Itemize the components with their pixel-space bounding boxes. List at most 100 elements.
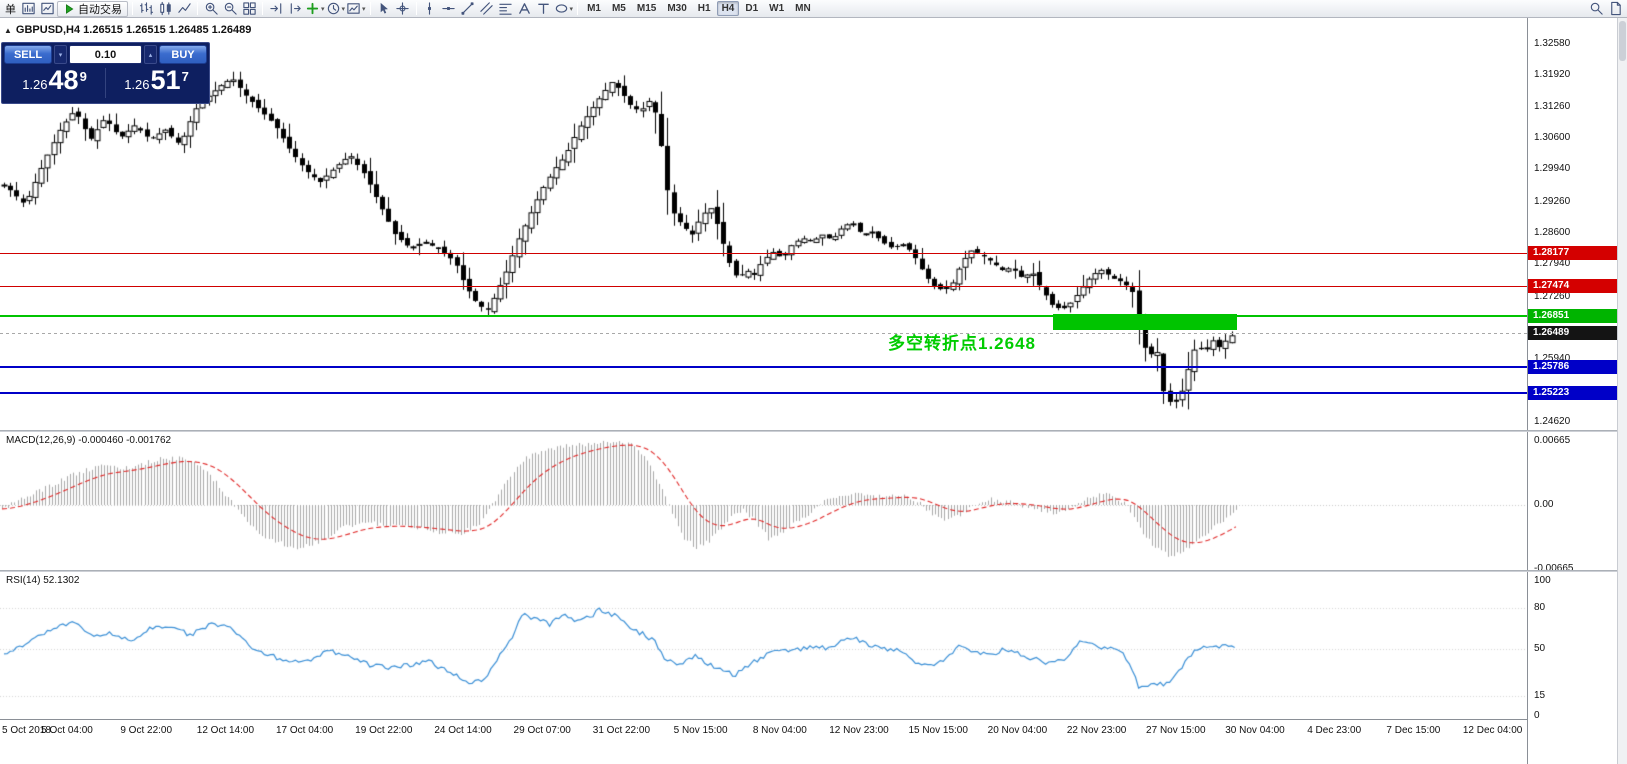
pivot-line-green[interactable]: [0, 315, 1527, 318]
price-axis[interactable]: 1.28177 1.27474 1.26851 1.26489 1.25786 1.252…: [1527, 18, 1617, 764]
time-label: 9 Oct 22:00: [120, 725, 173, 736]
price-label-1.25786: 1.25786: [1528, 359, 1617, 374]
time-label: 12 Oct 14:00: [196, 725, 255, 736]
time-label: 8 Nov 04:00: [752, 725, 807, 736]
scrollbar-thumb[interactable]: [1619, 21, 1626, 61]
volume-increase-button[interactable]: ▴: [144, 45, 157, 64]
price-tick: 1.30600: [1534, 132, 1571, 144]
macd-axis-tick: 0.00: [1534, 499, 1554, 510]
time-label: 17 Oct 04:00: [275, 725, 334, 736]
periods-menu-icon[interactable]: ▾: [326, 1, 345, 17]
rsi-indicator-label: RSI(14) 52.1302: [6, 575, 80, 586]
toolbar-separator: [197, 2, 198, 15]
time-label: 5 Nov 15:00: [673, 725, 728, 736]
price-tick: 1.32580: [1534, 38, 1571, 49]
clipped-left-text: 单: [5, 3, 16, 16]
toolbar-separator: [369, 2, 371, 15]
price-label-1.26489: 1.26489: [1528, 326, 1617, 341]
time-label: 20 Nov 04:00: [987, 725, 1048, 736]
timeframe-mn-button[interactable]: MN: [795, 3, 811, 14]
timeframe-h4-button[interactable]: H4: [716, 1, 740, 16]
rsi-panel-canvas[interactable]: [0, 572, 1527, 718]
toolbar-separator: [415, 2, 417, 15]
rsi-panel-divider[interactable]: [0, 570, 1627, 572]
new-order-icon[interactable]: [19, 1, 37, 17]
support-line-upper[interactable]: [0, 365, 1527, 368]
chart-shift-icon[interactable]: [286, 1, 304, 17]
fibonacci-tool-icon[interactable]: [497, 1, 515, 17]
collapse-panel-icon[interactable]: ▲: [4, 25, 12, 35]
horizontal-line-tool-icon[interactable]: [440, 1, 458, 17]
chart-ohlc-readout: GBPUSD,H4 1.26515 1.26515 1.26485 1.2648…: [15, 24, 252, 36]
vertical-line-tool-icon[interactable]: [421, 1, 439, 17]
time-axis[interactable]: 5 Oct 2018 5 Oct 04:00 9 Oct 22:00 12 Oct 1…: [0, 719, 1527, 764]
chart-title: ▲ GBPUSD,H4 1.26515 1.26515 1.26485 1.26…: [4, 24, 251, 36]
time-label: 5 Oct 2018: [2, 725, 51, 736]
support-line-lower[interactable]: [0, 392, 1527, 395]
macd-panel-divider[interactable]: [0, 430, 1627, 432]
buy-price[interactable]: 1.26 51 7: [124, 65, 189, 96]
time-label: 5 Oct 04:00: [41, 725, 93, 736]
toolbar-separator: [262, 2, 263, 15]
timeframe-m5-button[interactable]: M5: [611, 3, 626, 14]
auto-scroll-icon[interactable]: [267, 1, 285, 17]
new-window-icon[interactable]: [1606, 1, 1624, 17]
rsi-axis-tick: 0: [1534, 710, 1540, 721]
line-chart-mode-icon[interactable]: [175, 1, 193, 17]
indicators-menu-icon[interactable]: ▾: [305, 1, 325, 17]
price-divider: [105, 67, 106, 98]
search-icon[interactable]: [1587, 1, 1605, 17]
timeframe-m15-button[interactable]: M15: [636, 3, 657, 14]
time-label: 22 Nov 23:00: [1066, 725, 1127, 736]
channel-tool-icon[interactable]: [478, 1, 496, 17]
crosshair-tool-icon[interactable]: [394, 1, 412, 17]
vertical-scrollbar[interactable]: [1617, 18, 1627, 764]
text-tool-icon[interactable]: [516, 1, 534, 17]
timeframe-w1-button[interactable]: W1: [769, 3, 785, 14]
time-label: 7 Dec 15:00: [1386, 725, 1441, 736]
time-label: 24 Oct 14:00: [434, 725, 492, 736]
macd-panel-canvas[interactable]: [0, 432, 1527, 570]
candlestick-chart-canvas[interactable]: [0, 18, 1527, 430]
sell-button[interactable]: SELL: [4, 45, 52, 64]
time-label: 12 Dec 04:00: [1462, 725, 1523, 736]
time-label: 30 Nov 04:00: [1225, 725, 1285, 736]
bid-price-line[interactable]: [0, 332, 1527, 334]
volume-input[interactable]: [69, 45, 142, 64]
price-tick: 1.29940: [1534, 163, 1571, 175]
candlestick-mode-icon[interactable]: [156, 1, 174, 17]
annotation-text[interactable]: 多空转折点1.2648: [888, 334, 1036, 353]
zoom-in-icon[interactable]: [202, 1, 220, 17]
shapes-tool-icon[interactable]: ▾: [554, 1, 573, 17]
bar-chart-mode-icon[interactable]: [137, 1, 155, 17]
templates-menu-icon[interactable]: ▾: [346, 1, 366, 17]
sell-price[interactable]: 1.26 48 9: [22, 65, 87, 96]
trendline-tool-icon[interactable]: [459, 1, 477, 17]
highlight-rectangle[interactable]: [1053, 313, 1237, 330]
timeframe-d1-button[interactable]: D1: [745, 3, 759, 14]
time-label: 19 Oct 22:00: [355, 725, 413, 736]
timeframe-m30-button[interactable]: M30: [667, 3, 687, 14]
autotrading-button[interactable]: 自动交易: [57, 0, 128, 17]
timeframe-h1-button[interactable]: H1: [697, 3, 711, 14]
timeframe-m1-button[interactable]: M1: [587, 3, 601, 14]
resistance-line-lower[interactable]: [0, 285, 1527, 287]
toolbar: 单自动交易 ▾ ▾ ▾ ▾ M1 M5 M15 M30 H1 H4 D1 W1 MN: [0, 0, 1627, 18]
new-chart-icon[interactable]: [38, 1, 56, 17]
price-label-1.25223: 1.25223: [1528, 386, 1617, 401]
label-tool-icon[interactable]: [535, 1, 553, 17]
rsi-axis-tick: 80: [1534, 602, 1546, 613]
time-label: 27 Nov 15:00: [1146, 725, 1206, 736]
zoom-out-icon[interactable]: [221, 1, 239, 17]
resistance-line-upper[interactable]: [0, 252, 1527, 254]
toolbar-separator: [577, 2, 579, 15]
time-label: 29 Oct 07:00: [513, 725, 571, 736]
time-label: 4 Dec 23:00: [1307, 725, 1362, 736]
price-tick: 1.29260: [1534, 195, 1571, 207]
buy-button[interactable]: BUY: [159, 45, 207, 64]
volume-decrease-button[interactable]: ▾: [54, 45, 67, 64]
price-label-1.26851: 1.26851: [1528, 309, 1617, 324]
cursor-tool-icon[interactable]: [375, 1, 393, 17]
tile-windows-icon[interactable]: [240, 1, 258, 17]
